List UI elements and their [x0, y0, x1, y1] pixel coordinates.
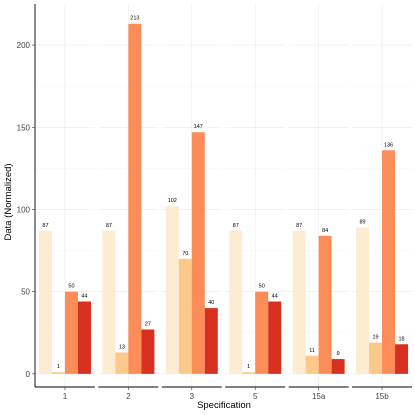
bar-value-label: 50	[68, 284, 74, 290]
y-tick-label: 0	[26, 370, 31, 379]
x-tick-label: 5	[253, 392, 258, 401]
y-tick-label: 200	[17, 41, 31, 50]
bar	[141, 329, 155, 374]
bar	[305, 355, 319, 374]
bar	[77, 301, 91, 374]
x-tick-label: 3	[190, 392, 195, 401]
bar	[369, 342, 383, 374]
bar	[165, 206, 179, 374]
x-tick-label: 2	[126, 392, 131, 401]
bar-value-label: 19	[372, 335, 378, 341]
bar	[64, 291, 78, 374]
grid-lines	[35, 4, 412, 387]
y-tick-label: 50	[21, 288, 30, 297]
bars	[38, 23, 409, 374]
bar	[191, 132, 205, 374]
y-tick-label: 100	[17, 205, 31, 214]
bar-value-label: 136	[384, 142, 393, 148]
bar-value-label: 1	[247, 364, 250, 370]
bar	[331, 359, 345, 374]
bar-value-label: 40	[208, 300, 214, 306]
bar	[115, 352, 129, 374]
x-axis-title: Specification	[197, 400, 251, 411]
bar	[38, 230, 52, 374]
bar-value-label: 84	[322, 228, 328, 234]
bar	[229, 230, 243, 374]
bar-value-label: 13	[119, 344, 125, 350]
bar-value-label: 50	[259, 284, 265, 290]
bar	[255, 291, 269, 374]
y-tick-label: 150	[17, 123, 31, 132]
bar	[128, 23, 142, 374]
bar-value-label: 213	[130, 16, 139, 22]
bar	[102, 230, 116, 374]
bar	[178, 258, 192, 374]
bar	[51, 372, 65, 374]
bar-value-label: 18	[398, 336, 404, 342]
y-axis-title: Data (Normalized)	[3, 163, 14, 240]
bar	[242, 372, 256, 374]
bar	[204, 308, 218, 374]
bar-value-label: 102	[168, 198, 177, 204]
bar-value-label: 87	[296, 223, 302, 229]
x-tick-label: 15b	[375, 392, 389, 401]
x-tick-label: 1	[63, 392, 68, 401]
bar	[268, 301, 282, 374]
bar-value-label: 89	[359, 220, 365, 226]
x-tick-label: 15a	[312, 392, 326, 401]
bar	[318, 235, 332, 374]
bar-value-label: 147	[194, 124, 203, 130]
bar	[382, 150, 396, 374]
bar-value-label: 27	[145, 321, 151, 327]
bar	[356, 227, 370, 374]
bar-value-label: 1	[57, 364, 60, 370]
bar-value-label: 44	[81, 294, 87, 300]
bar-value-label: 87	[42, 223, 48, 229]
bar-value-label: 70	[182, 251, 188, 257]
bar	[395, 344, 409, 374]
bar-value-label: 9	[337, 351, 340, 357]
data-labels: 87 1 50 44 87 13 213 27 102 70 147 40 87 1 50 44 87 11 84 9…	[42, 16, 404, 370]
bar-value-label: 44	[272, 294, 278, 300]
bar	[292, 230, 306, 374]
bar-value-label: 87	[233, 223, 239, 229]
bar-value-label: 11	[309, 348, 315, 354]
bar-value-label: 87	[106, 223, 112, 229]
